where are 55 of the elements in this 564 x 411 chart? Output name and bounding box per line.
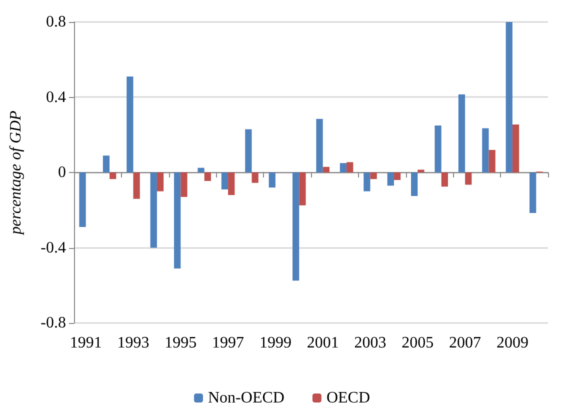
bar — [370, 172, 377, 180]
bar — [174, 172, 181, 268]
bar — [150, 172, 157, 248]
bar — [411, 172, 418, 196]
x-tick-label: 1999 — [259, 334, 292, 352]
bar — [198, 168, 204, 172]
bar — [245, 129, 252, 172]
y-axis-title: percentage of GDP — [8, 110, 24, 236]
bar — [465, 172, 472, 185]
y-tick-label: 0 — [58, 164, 66, 181]
bar — [340, 163, 347, 172]
x-tick-label: 1995 — [164, 334, 197, 352]
bar — [221, 172, 228, 190]
bar — [441, 172, 448, 187]
legend-label: Non-OECD — [208, 390, 284, 406]
bar — [458, 94, 466, 172]
bar — [506, 22, 512, 172]
bar — [299, 172, 306, 206]
bar — [346, 162, 354, 172]
bar — [512, 124, 520, 172]
bar — [126, 76, 134, 172]
y-tick-label: -0.8 — [40, 314, 66, 332]
x-tick-label: 2005 — [402, 334, 434, 352]
bar — [387, 172, 394, 186]
bar — [156, 172, 164, 192]
x-tick-label: 2007 — [449, 334, 482, 352]
x-tick-label: 1993 — [117, 334, 150, 352]
bar — [322, 166, 330, 172]
x-tick-label: 1991 — [70, 334, 102, 352]
bar — [180, 172, 188, 197]
y-tick-label: 0.4 — [46, 88, 66, 106]
bar — [434, 125, 442, 172]
bar — [79, 172, 86, 228]
x-tick-label: 1997 — [212, 334, 244, 352]
bar — [364, 172, 370, 192]
bar — [394, 172, 401, 180]
bar — [228, 172, 235, 196]
bar — [252, 172, 258, 183]
y-tick-label: -0.4 — [40, 239, 66, 256]
bar — [482, 128, 489, 172]
bar — [530, 172, 536, 213]
bar — [110, 172, 116, 180]
bar — [102, 156, 110, 172]
bar — [292, 172, 300, 281]
bar — [418, 170, 424, 172]
bar — [488, 150, 496, 172]
x-tick-label: 2001 — [306, 334, 339, 352]
bar — [204, 172, 211, 181]
bar — [316, 118, 323, 172]
x-tick-label: 2003 — [354, 334, 386, 352]
bar — [268, 172, 276, 188]
bar — [133, 172, 140, 199]
y-tick-label: 0.8 — [46, 14, 66, 30]
x-tick-label: 2009 — [496, 334, 528, 352]
legend-label: OECD — [326, 390, 370, 406]
